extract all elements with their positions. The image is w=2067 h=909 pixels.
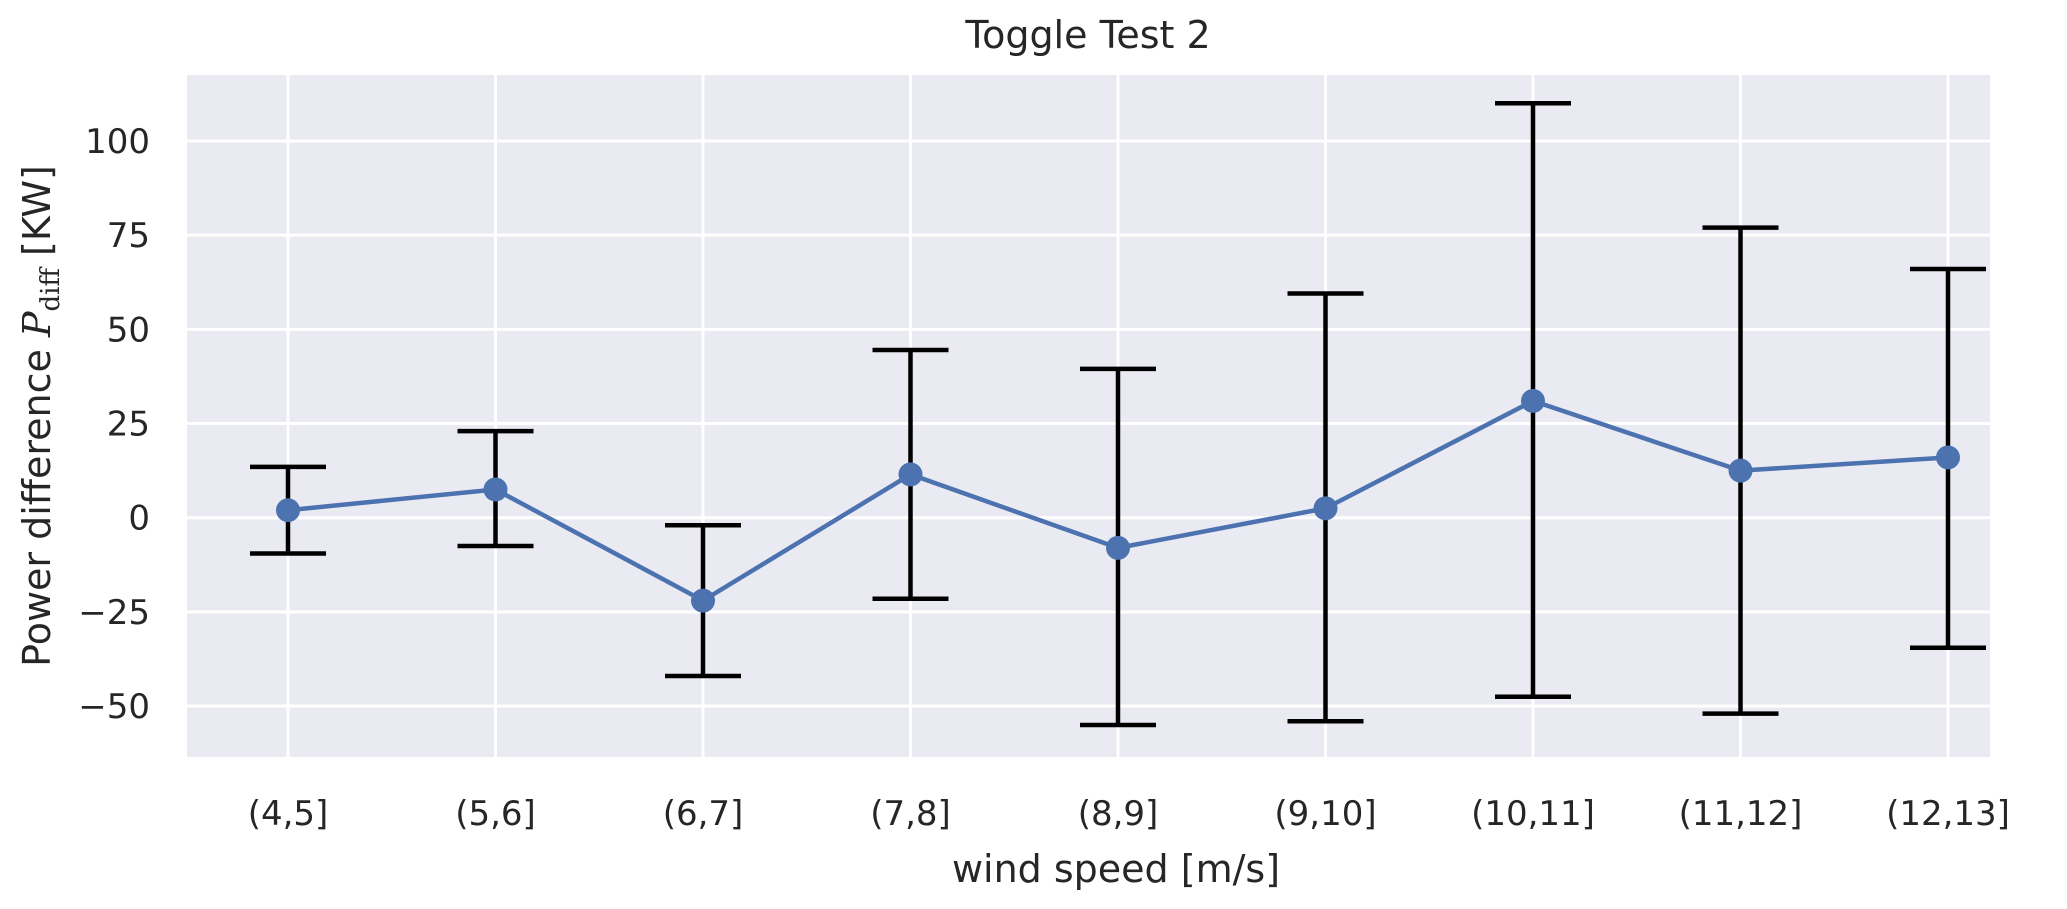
y-tick-label: 25 bbox=[107, 405, 150, 445]
y-tick-label: −50 bbox=[78, 687, 150, 727]
y-tick-label: 50 bbox=[107, 310, 150, 350]
x-tick-label: (7,8] bbox=[870, 794, 951, 834]
x-tick-label: (11,12] bbox=[1679, 794, 1803, 834]
x-tick-label: (12,13] bbox=[1886, 794, 2010, 834]
plot-area bbox=[187, 75, 1990, 757]
data-point bbox=[1521, 388, 1545, 413]
y-tick-label: −25 bbox=[78, 593, 150, 633]
data-point bbox=[691, 588, 715, 613]
x-tick-label: (10,11] bbox=[1471, 794, 1595, 834]
y-axis-label-prefix: Power difference bbox=[15, 337, 59, 667]
data-point bbox=[1728, 458, 1753, 483]
y-axis-label: Power difference Pdiff [KW] bbox=[15, 165, 66, 667]
data-point bbox=[276, 498, 300, 523]
x-tick-label: (4,5] bbox=[248, 794, 329, 834]
x-tick-label: (5,6] bbox=[455, 794, 536, 834]
x-tick-label: (9,10] bbox=[1274, 794, 1376, 834]
data-point bbox=[483, 477, 508, 502]
y-axis-label-suffix: [KW] bbox=[15, 165, 59, 268]
x-tick-label: (8,9] bbox=[1078, 794, 1159, 834]
chart-title: Toggle Test 2 bbox=[964, 13, 1210, 57]
y-tick-label: 100 bbox=[85, 122, 150, 162]
x-tick-label: (6,7] bbox=[663, 794, 744, 834]
y-axis-label-subscript: diff bbox=[36, 266, 66, 312]
data-point bbox=[1936, 445, 1960, 470]
data-point bbox=[1106, 535, 1130, 560]
y-axis-label-symbol: P bbox=[15, 310, 59, 338]
y-tick-label: 0 bbox=[128, 499, 150, 539]
y-tick-label: 75 bbox=[107, 216, 150, 256]
error-bars bbox=[250, 101, 1986, 728]
x-axis-label: wind speed [m/s] bbox=[952, 847, 1280, 891]
x-tick-labels: (4,5] (5,6] (6,7] (7,8] (8,9] (9,10] (10,11] (1… bbox=[248, 794, 2010, 834]
y-tick-labels: −50 −25 0 25 50 75 100 bbox=[78, 122, 150, 727]
data-point bbox=[1313, 496, 1338, 521]
data-point bbox=[898, 462, 923, 487]
data-points bbox=[276, 388, 1960, 613]
